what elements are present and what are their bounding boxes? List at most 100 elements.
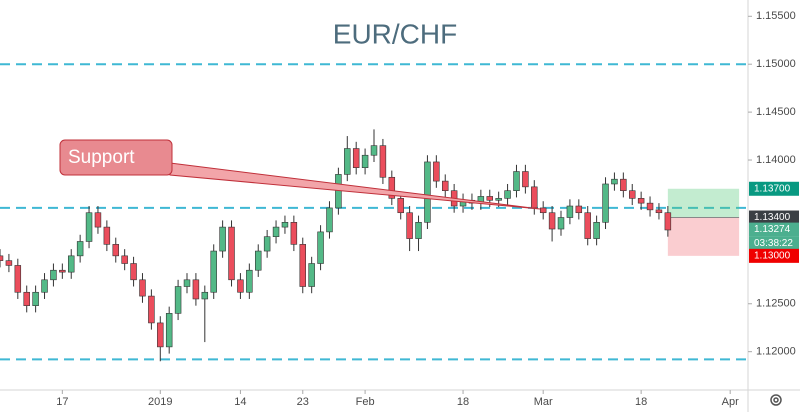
candle-body (628, 190, 636, 199)
candle-body (165, 313, 173, 348)
candle-body (513, 171, 520, 191)
candle-body (121, 255, 128, 264)
countdown-label: 03:38:22 (754, 238, 793, 249)
candle-body (183, 279, 191, 287)
candle-body (281, 222, 289, 228)
candle-body (246, 269, 253, 293)
candle-body (263, 236, 271, 252)
candle-body (0, 255, 4, 261)
price-tag-label: 1.13000 (754, 250, 791, 261)
candle-body (495, 198, 502, 201)
candle-body (237, 279, 244, 293)
x-tick-label: 18 (457, 396, 469, 408)
candle-body (326, 207, 333, 233)
candle-body (130, 263, 137, 281)
candle-body (415, 222, 422, 239)
candle-body (441, 180, 449, 191)
candle-body (103, 226, 111, 245)
candle-body (344, 148, 351, 175)
support-callout: Support (59, 139, 541, 210)
candle-body (192, 279, 200, 300)
candle-body (157, 322, 164, 348)
chart-title: EUR/CHF (333, 18, 457, 49)
support-label: Support (68, 147, 135, 168)
price-tag (749, 210, 799, 225)
y-tick-label: 1.15500 (756, 10, 796, 22)
candle-body (174, 286, 182, 314)
price-tag-label: 1.13700 (754, 183, 791, 194)
candle-body (76, 241, 84, 257)
candle-body (272, 226, 280, 237)
x-tick-label: 17 (56, 396, 68, 408)
plot-area (0, 63, 748, 362)
candle-body (14, 265, 22, 293)
candle-body (620, 178, 627, 191)
candle-body (352, 148, 360, 168)
x-tick-label: 2019 (148, 396, 172, 408)
candle-body (611, 178, 618, 185)
x-tick-label: Apr (722, 396, 739, 408)
candle-body (548, 212, 556, 230)
x-tick-label: Mar (534, 396, 553, 408)
candle-body (5, 260, 13, 266)
candle-body (59, 269, 66, 273)
settings-icon[interactable] (770, 394, 782, 406)
stop-zone (667, 217, 740, 256)
candle-body (486, 196, 494, 201)
x-tick-label: 23 (297, 396, 309, 408)
x-tick-label: 18 (635, 396, 647, 408)
candle-body (406, 212, 413, 239)
price-tag (749, 248, 799, 263)
candle-body (664, 212, 672, 231)
candle-body (522, 171, 529, 188)
candle-body (593, 222, 600, 239)
candle-body (112, 244, 120, 257)
support-box (59, 139, 173, 176)
candle-body (299, 244, 307, 287)
target-zone (667, 188, 740, 218)
x-tick-label: 14 (234, 396, 246, 408)
price-tag-label: 1.13274 (754, 224, 791, 235)
candle-body (370, 145, 378, 156)
candle-body (566, 205, 574, 218)
y-tick-label: 1.14500 (756, 106, 796, 118)
y-tick-label: 1.12500 (756, 298, 796, 310)
candle-body (539, 207, 547, 214)
price-tag (749, 222, 799, 237)
candle-body (388, 176, 396, 199)
candle-body (602, 183, 609, 223)
candle-body (32, 291, 39, 306)
candle-body (575, 205, 583, 214)
candle-body (531, 186, 538, 209)
candle-body (655, 209, 663, 214)
candle-body (290, 222, 298, 245)
candle-body (584, 212, 591, 239)
candle-body (23, 291, 30, 306)
candle-body (637, 198, 645, 204)
candle-body (317, 231, 324, 264)
candle-body (139, 279, 146, 297)
candle-body (308, 263, 315, 287)
y-tick-label: 1.15000 (756, 58, 796, 70)
candle-body (210, 250, 217, 293)
candle-body (646, 202, 654, 211)
candle-body (433, 161, 440, 182)
candle-body (228, 226, 235, 281)
candle-body (361, 154, 369, 168)
candle-body (424, 161, 431, 223)
candle-body (201, 291, 209, 300)
countdown-tag (749, 236, 799, 251)
candle-body (148, 295, 155, 324)
candle-body (50, 269, 57, 281)
price-tag-label: 1.13400 (754, 212, 791, 223)
y-tick-label: 1.12000 (756, 346, 796, 358)
candle-body (397, 198, 404, 214)
candle-body (254, 250, 262, 271)
candle-body (85, 212, 93, 242)
candle-body (557, 217, 565, 230)
candle-body (335, 174, 342, 209)
candle-body (67, 255, 75, 273)
candle-body (219, 226, 226, 252)
candle-body (41, 279, 48, 293)
